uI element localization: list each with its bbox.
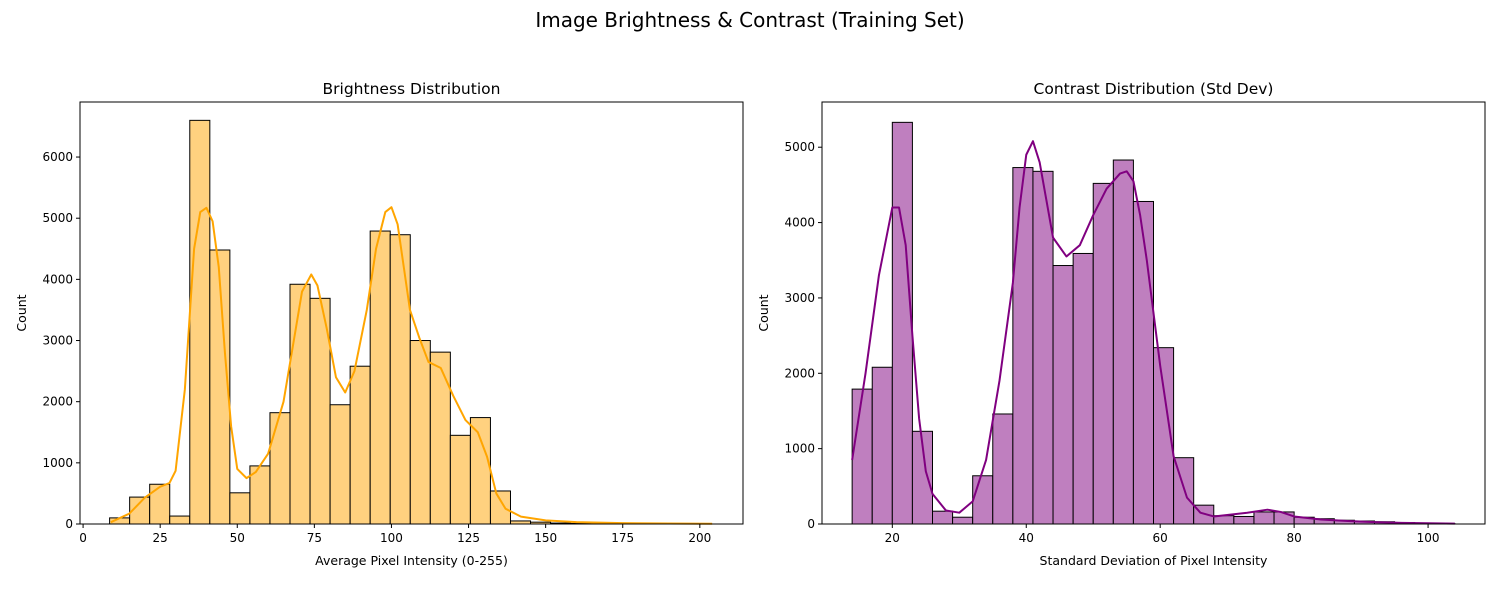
y-tick-label: 0 xyxy=(807,517,815,531)
panel-title: Contrast Distribution (Std Dev) xyxy=(1034,80,1274,98)
histogram-bar xyxy=(369,230,391,525)
histogram-bar xyxy=(891,121,913,525)
x-tick-label: 200 xyxy=(688,531,711,545)
histogram-bar xyxy=(289,283,311,525)
panel-title: Brightness Distribution xyxy=(323,80,501,98)
histogram-bar xyxy=(149,483,171,525)
histogram-bar xyxy=(169,515,191,525)
histogram-bar xyxy=(1012,167,1034,525)
x-tick-label: 100 xyxy=(380,531,403,545)
axes-frame xyxy=(79,101,744,525)
histogram-bar xyxy=(1132,200,1154,525)
y-tick-label: 4000 xyxy=(42,272,73,286)
histogram-bars xyxy=(109,119,712,525)
y-axis-label: Count xyxy=(756,294,771,331)
histogram-bar xyxy=(229,492,251,525)
histogram-bar xyxy=(1052,265,1074,525)
y-axis-ticks: 0 1000 2000 3000 4000 5000 6000 xyxy=(42,150,80,531)
histogram-bar xyxy=(489,490,511,525)
y-axis-label: Count xyxy=(14,294,29,331)
x-axis-label: Average Pixel Intensity (0-255) xyxy=(315,553,508,568)
histogram-bar xyxy=(1072,252,1094,525)
y-tick-label: 3000 xyxy=(784,291,815,305)
x-axis-ticks: 20 40 60 80 100 xyxy=(885,524,1440,545)
histogram-bar xyxy=(851,388,873,525)
y-tick-label: 1000 xyxy=(42,456,73,470)
histogram-bar xyxy=(992,413,1014,525)
y-tick-label: 2000 xyxy=(784,366,815,380)
x-tick-label: 125 xyxy=(457,531,480,545)
histogram-bar xyxy=(269,412,291,525)
x-tick-label: 150 xyxy=(534,531,557,545)
y-tick-label: 1000 xyxy=(784,442,815,456)
y-tick-label: 3000 xyxy=(42,334,73,348)
y-tick-label: 4000 xyxy=(784,216,815,230)
x-tick-label: 0 xyxy=(79,531,87,545)
y-tick-label: 5000 xyxy=(42,211,73,225)
x-tick-label: 75 xyxy=(307,531,322,545)
histogram-bar xyxy=(1233,515,1255,525)
y-tick-label: 0 xyxy=(65,517,73,531)
kde-line xyxy=(851,140,1455,525)
histogram-bar xyxy=(871,366,893,525)
x-tick-label: 50 xyxy=(230,531,245,545)
histogram-bar xyxy=(1253,511,1275,525)
y-tick-label: 5000 xyxy=(784,140,815,154)
x-tick-label: 20 xyxy=(885,531,900,545)
x-tick-label: 175 xyxy=(611,531,634,545)
x-tick-label: 60 xyxy=(1153,531,1168,545)
histogram-bar xyxy=(469,417,491,525)
y-axis-ticks: 0 1000 2000 3000 4000 5000 xyxy=(784,140,822,531)
histogram-bar xyxy=(952,516,974,525)
x-tick-label: 40 xyxy=(1019,531,1034,545)
x-tick-label: 100 xyxy=(1417,531,1440,545)
y-tick-label: 2000 xyxy=(42,395,73,409)
histogram-bar xyxy=(189,119,211,525)
x-tick-label: 25 xyxy=(153,531,168,545)
figure-title: Image Brightness & Contrast (Training Se… xyxy=(535,8,965,32)
histogram-bar xyxy=(349,365,371,525)
histogram-bar xyxy=(932,510,954,525)
histogram-bar xyxy=(449,434,471,525)
histogram-bar xyxy=(329,404,351,525)
chart-panel-1: 0 25 50 75 100 125 150 175 200010002000300040005… xyxy=(14,80,744,568)
chart-panel-2: 20 40 60 80 100010002000300040005000Contrast… xyxy=(756,80,1486,568)
histogram-bar xyxy=(1092,182,1114,525)
histogram-bars xyxy=(851,121,1456,525)
kde-line xyxy=(110,206,713,525)
histogram-bar xyxy=(429,351,451,525)
x-tick-label: 80 xyxy=(1286,531,1301,545)
histogram-bar xyxy=(389,234,411,525)
histogram-bar xyxy=(409,340,431,525)
y-tick-label: 6000 xyxy=(42,150,73,164)
histogram-bar xyxy=(972,475,994,525)
histogram-bar xyxy=(1112,159,1134,525)
x-axis-label: Standard Deviation of Pixel Intensity xyxy=(1040,553,1269,568)
axes-frame xyxy=(821,101,1486,525)
x-axis-ticks: 0 25 50 75 100 125 150 175 200 xyxy=(79,524,711,545)
